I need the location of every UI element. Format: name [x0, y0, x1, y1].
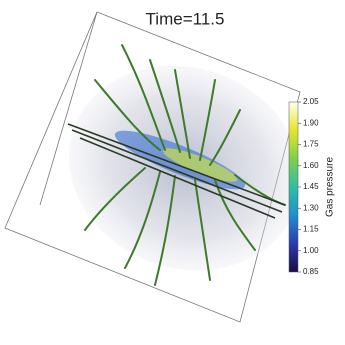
- colorbar-tick-label: 0.85: [303, 267, 319, 276]
- colorbar-tick-label: 1.60: [303, 161, 319, 170]
- colorbar-tick-label: 1.30: [303, 203, 319, 212]
- bounding-box: [4, 11, 301, 323]
- title: Time=11.5: [146, 9, 225, 28]
- colorbar-tick-label: 1.45: [303, 182, 319, 191]
- colorbar-tick-label: 1.90: [303, 118, 319, 127]
- colorbar-tick-label: 1.00: [303, 246, 319, 255]
- colorbar-tick-label: 2.05: [303, 97, 319, 106]
- colorbar: [288, 101, 299, 273]
- colorbar-label: Gas pressure: [325, 157, 336, 217]
- colorbar-tick-label: 1.15: [303, 225, 319, 234]
- jet-lines: [67, 123, 286, 219]
- hot-core: [162, 148, 238, 182]
- colorbar-tick-label: 1.75: [303, 140, 319, 149]
